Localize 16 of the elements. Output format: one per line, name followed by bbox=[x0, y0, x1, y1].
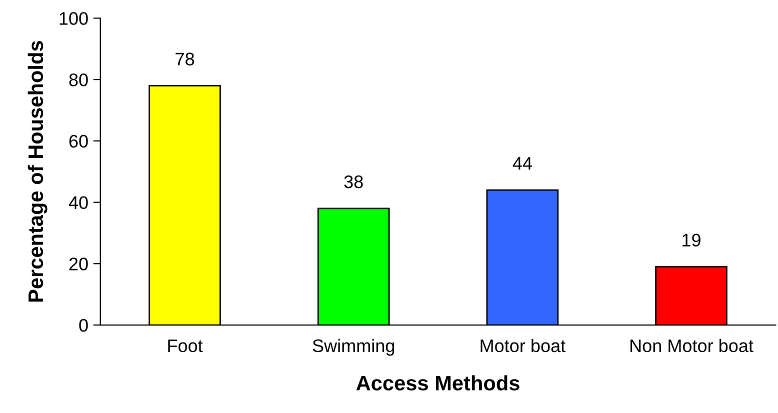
x-tick-label: Swimming bbox=[312, 338, 394, 356]
y-tick-label: 100 bbox=[60, 12, 88, 25]
data-label: 44 bbox=[512, 157, 532, 170]
x-tick-label: Motor boat bbox=[480, 338, 566, 352]
data-label: 78 bbox=[176, 52, 194, 66]
x-axis-title: Access Methods bbox=[356, 375, 520, 390]
x-tick-label: Non Motor boat bbox=[630, 338, 754, 352]
data-label: 38 bbox=[344, 175, 363, 188]
data-label: 19 bbox=[682, 234, 700, 246]
y-axis-title: Percentage of Households bbox=[28, 41, 48, 302]
y-tick-label: 80 bbox=[69, 73, 88, 86]
y-tick-label: 0 bbox=[79, 318, 88, 332]
y-tick-label: 60 bbox=[69, 134, 88, 148]
y-tick-label: 40 bbox=[68, 196, 88, 210]
y-tick-label: 20 bbox=[69, 258, 88, 270]
x-tick-label: Foot bbox=[168, 340, 203, 352]
